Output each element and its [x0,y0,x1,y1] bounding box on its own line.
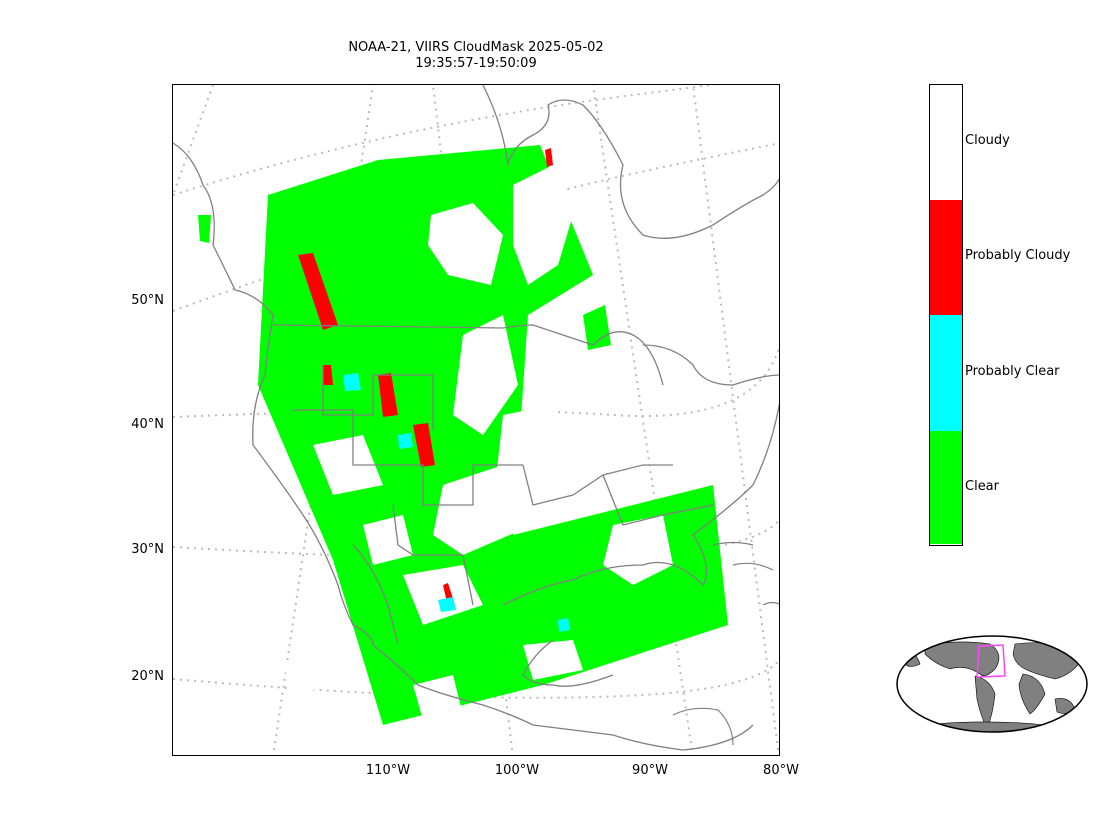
swath-clear [198,145,728,725]
cloudmask-map [172,84,780,756]
swath-probably-cloudy [298,148,553,607]
legend-label-cloudy: Cloudy [965,133,1010,148]
globe-inset [895,634,1089,734]
lon-label-80w: 80°W [763,763,799,778]
title-line-2: 19:35:57-19:50:09 [415,56,537,71]
lon-label-90w: 90°W [632,763,668,778]
legend-label-clear: Clear [965,479,999,494]
title-line-1: NOAA-21, VIIRS CloudMask 2025-05-02 [348,40,604,55]
legend-label-probably-cloudy: Probably Cloudy [965,248,1071,263]
lat-label-50n: 50°N [131,293,164,308]
legend-label-probably-clear: Probably Clear [965,364,1060,379]
swath-cloudy [283,165,673,720]
inset-globe-map [896,635,1088,733]
lat-label-30n: 30°N [131,542,164,557]
inset-swath-box [976,644,1006,678]
lat-label-20n: 20°N [131,669,164,684]
legend-swatch-clear [930,431,962,544]
coastlines [173,85,779,751]
cloudmask-legend [929,84,963,546]
lat-label-40n: 40°N [131,417,164,432]
swath-probably-clear [343,373,570,632]
legend-swatch-probably-cloudy [930,200,962,315]
lon-label-100w: 100°W [494,763,540,778]
legend-swatch-probably-clear [930,315,962,431]
islands [672,541,779,746]
map-title: NOAA-21, VIIRS CloudMask 2025-05-02 19:3… [172,40,780,72]
lon-label-110w: 110°W [365,763,411,778]
legend-swatch-cloudy [930,85,962,200]
map-canvas [173,85,779,755]
